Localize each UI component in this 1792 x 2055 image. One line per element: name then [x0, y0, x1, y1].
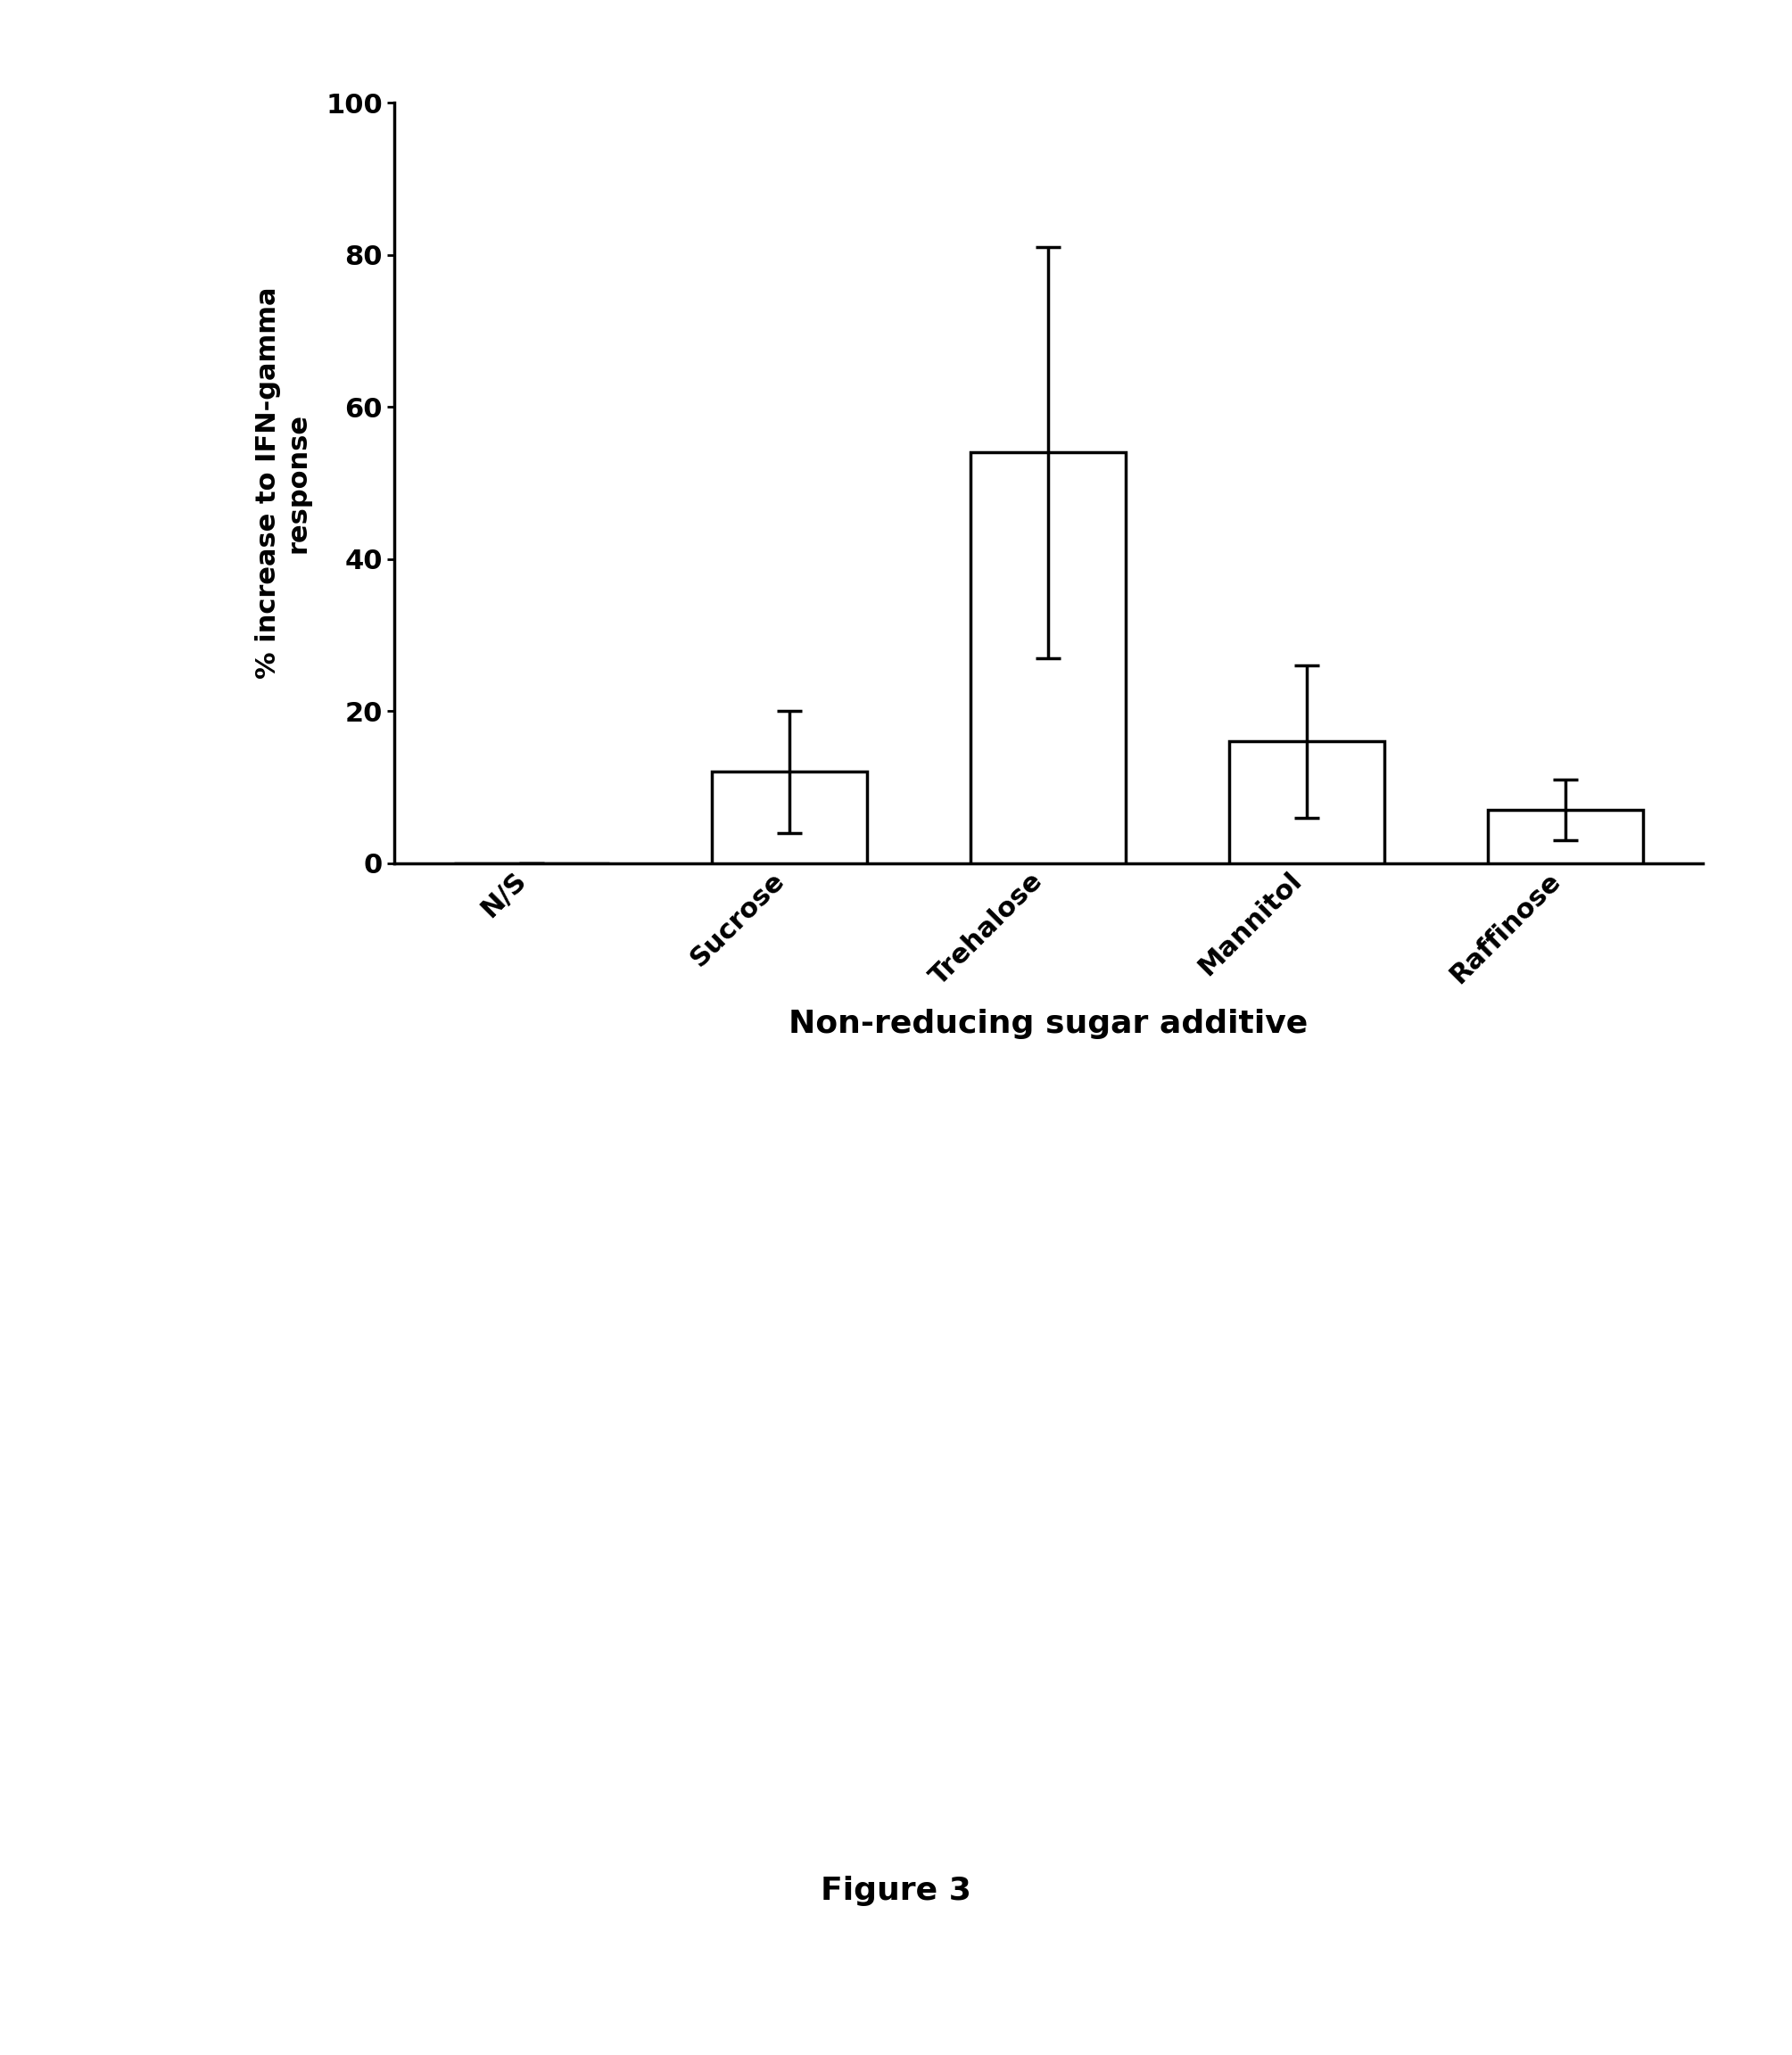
Bar — [1229, 742, 1385, 863]
Text: Figure 3: Figure 3 — [821, 1876, 971, 1905]
X-axis label: Non-reducing sugar additive: Non-reducing sugar additive — [788, 1009, 1308, 1040]
Bar — [711, 773, 867, 863]
Bar — [971, 452, 1125, 863]
Y-axis label: % increase to IFN-gamma
response: % increase to IFN-gamma response — [254, 288, 310, 678]
Bar — [1487, 810, 1643, 863]
